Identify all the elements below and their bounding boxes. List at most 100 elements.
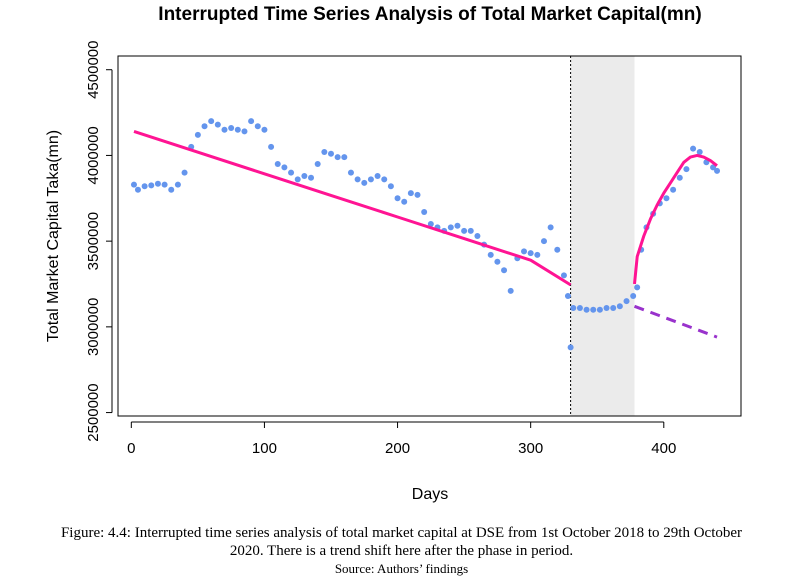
observed-point: [634, 284, 641, 291]
x-tick-label: 100: [252, 440, 277, 457]
observed-point: [394, 195, 401, 202]
observed-point: [623, 298, 630, 305]
x-tick-label: 300: [518, 440, 543, 457]
observed-point: [221, 126, 228, 133]
observed-point: [690, 145, 697, 152]
observed-point: [130, 181, 137, 188]
observed-point: [454, 222, 461, 229]
observed-point: [214, 121, 221, 128]
y-axis-label: Total Market Capital Taka(mn): [45, 130, 62, 342]
observed-point: [547, 224, 554, 231]
observed-point: [148, 182, 155, 189]
observed-point: [663, 195, 670, 202]
observed-point: [554, 246, 561, 253]
observed-point: [208, 118, 215, 125]
observed-point: [134, 186, 141, 193]
observed-point: [447, 224, 454, 231]
observed-point: [241, 128, 248, 135]
observed-point: [294, 176, 301, 183]
observed-point: [254, 123, 261, 130]
observed-point: [407, 190, 414, 197]
observed-point: [374, 173, 381, 179]
observed-point: [161, 181, 168, 188]
observed-point: [421, 209, 428, 215]
observed-point: [301, 173, 308, 179]
observed-point: [234, 126, 241, 133]
x-tick-label: 0: [127, 440, 135, 457]
y-tick-label: 4500000: [85, 41, 102, 99]
observed-point: [201, 123, 208, 130]
observed-point: [228, 125, 235, 131]
observed-point: [567, 344, 574, 351]
observed-point: [521, 248, 528, 255]
its-chart: Interrupted Time Series Analysis of Tota…: [45, 4, 742, 503]
observed-point: [341, 154, 348, 161]
observed-point: [414, 191, 421, 198]
observed-point: [347, 169, 354, 176]
observed-point: [590, 306, 597, 313]
observed-point: [281, 164, 288, 171]
observed-point: [141, 183, 148, 190]
observed-point: [168, 186, 175, 193]
observed-point: [174, 181, 181, 188]
observed-point: [576, 305, 583, 311]
observed-point: [288, 169, 295, 176]
observed-point: [354, 176, 361, 183]
observed-point: [381, 176, 388, 183]
x-tick-label: 400: [651, 440, 676, 457]
fitted-trend-line: [133, 129, 572, 287]
observed-point: [494, 258, 501, 265]
observed-point: [334, 154, 341, 161]
observed-point: [564, 293, 571, 299]
observed-point: [570, 305, 577, 311]
figure-caption-line1: Figure: 4.4: Interrupted time series ana…: [60, 525, 743, 541]
observed-point: [683, 166, 690, 173]
chart-title: Interrupted Time Series Analysis of Tota…: [158, 4, 701, 25]
observed-point: [154, 180, 161, 187]
observed-point: [387, 183, 394, 190]
x-tick-label: 200: [385, 440, 410, 457]
observed-point: [321, 149, 328, 155]
y-tick-label: 4000000: [85, 126, 102, 184]
y-tick-label: 2500000: [85, 383, 102, 441]
observed-point: [610, 305, 617, 311]
observed-point: [596, 306, 603, 313]
y-tick-label: 3500000: [85, 212, 102, 270]
observed-point: [268, 143, 275, 150]
observed-point: [540, 238, 547, 245]
fitted-trend-line: [633, 153, 718, 285]
observed-point: [714, 167, 721, 174]
phase-in-band: [570, 56, 635, 416]
observed-point: [696, 149, 703, 155]
observed-point: [248, 118, 255, 125]
observed-point: [676, 174, 683, 181]
observed-point: [361, 179, 368, 186]
observed-point: [616, 303, 623, 310]
observed-point: [487, 251, 494, 258]
y-tick-label: 3000000: [85, 298, 102, 356]
observed-point: [527, 250, 534, 257]
observed-point: [181, 169, 188, 176]
observed-point: [274, 161, 281, 167]
observed-point: [461, 227, 468, 234]
observed-point: [427, 221, 434, 227]
observed-point: [367, 176, 374, 183]
observed-point: [308, 174, 315, 181]
observed-point: [327, 150, 334, 157]
x-axis-label: Days: [412, 486, 448, 503]
observed-point: [261, 126, 268, 133]
observed-point: [501, 267, 508, 274]
observed-point: [401, 198, 408, 205]
observed-point: [534, 251, 541, 258]
plot-frame: [117, 55, 742, 417]
observed-point: [630, 293, 637, 299]
plot-area: [130, 56, 721, 416]
observed-point: [507, 287, 514, 294]
observed-point: [314, 161, 321, 167]
observed-point: [670, 186, 677, 193]
axes: 0 100 200 300 400 2500000 3000000 3500000 400000…: [85, 41, 742, 457]
observed-point: [467, 227, 474, 234]
observed-point: [474, 233, 481, 239]
figure-source: Source: Authors’ findings: [334, 561, 469, 576]
observed-point: [710, 164, 717, 171]
